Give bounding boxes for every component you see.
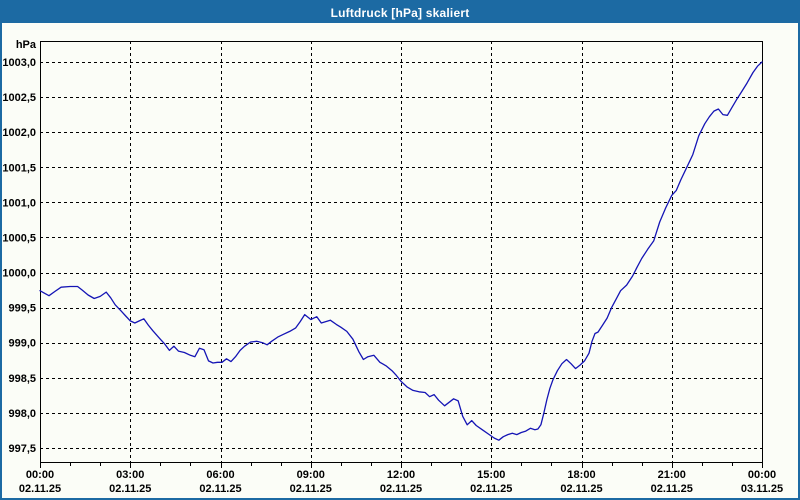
- svg-text:02.11.25: 02.11.25: [19, 483, 61, 495]
- svg-text:1003,0: 1003,0: [2, 57, 36, 69]
- svg-text:998,0: 998,0: [8, 408, 36, 420]
- svg-text:1000,0: 1000,0: [2, 268, 36, 280]
- svg-text:998,5: 998,5: [8, 373, 36, 385]
- svg-text:999,0: 999,0: [8, 338, 36, 350]
- x-gridlines: [130, 41, 673, 462]
- svg-text:999,5: 999,5: [8, 303, 36, 315]
- window-title: Luftdruck [hPa] skaliert: [330, 5, 470, 20]
- svg-text:1002,0: 1002,0: [2, 127, 36, 139]
- svg-text:997,5: 997,5: [8, 443, 36, 455]
- svg-text:06:00: 06:00: [206, 469, 234, 481]
- svg-text:21:00: 21:00: [658, 469, 686, 481]
- svg-text:02.11.25: 02.11.25: [290, 483, 332, 495]
- svg-text:15:00: 15:00: [477, 469, 505, 481]
- svg-text:03:00: 03:00: [116, 469, 144, 481]
- svg-text:02.11.25: 02.11.25: [109, 483, 151, 495]
- x-tick-labels: 00:00 02.11.25 03:00 02.11.25 06:00 02.11.25 0…: [19, 469, 783, 495]
- pressure-chart-canvas: 1003,0 1002,5 1002,0 1001,5 1001,0 1000,5 1000…: [2, 39, 783, 495]
- svg-text:02.11.25: 02.11.25: [380, 483, 422, 495]
- chart-area: 1003,0 1002,5 1002,0 1001,5 1001,0 1000,5 1000…: [2, 23, 798, 498]
- x-ticks: [40, 462, 763, 468]
- svg-text:1000,5: 1000,5: [2, 232, 36, 244]
- svg-text:02.11.25: 02.11.25: [651, 483, 693, 495]
- svg-text:1001,0: 1001,0: [2, 197, 36, 209]
- svg-text:00:00: 00:00: [26, 469, 54, 481]
- svg-text:09:00: 09:00: [297, 469, 325, 481]
- svg-text:02.11.25: 02.11.25: [199, 483, 241, 495]
- svg-text:12:00: 12:00: [387, 469, 415, 481]
- svg-text:03.11.25: 03.11.25: [741, 483, 783, 495]
- y-axis-unit-label: hPa: [16, 39, 37, 51]
- svg-text:02.11.25: 02.11.25: [470, 483, 512, 495]
- svg-text:1002,5: 1002,5: [2, 92, 36, 104]
- y-tick-labels: 1003,0 1002,5 1002,0 1001,5 1001,0 1000,5 1000…: [2, 57, 36, 455]
- svg-text:00:00: 00:00: [748, 469, 776, 481]
- title-bar[interactable]: Luftdruck [hPa] skaliert: [2, 2, 798, 23]
- pressure-series-line: [39, 61, 763, 441]
- svg-text:18:00: 18:00: [567, 469, 595, 481]
- svg-text:1001,5: 1001,5: [2, 162, 36, 174]
- svg-text:02.11.25: 02.11.25: [560, 483, 602, 495]
